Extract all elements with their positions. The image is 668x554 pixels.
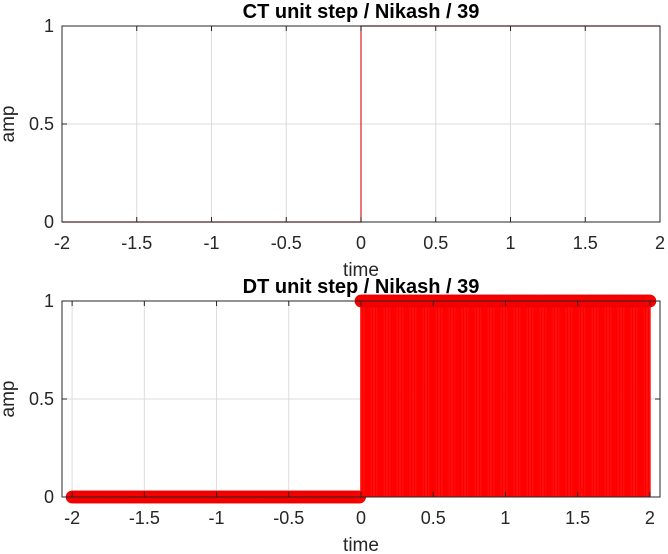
x-tick-label: -2: [54, 233, 70, 253]
x-tick-label: -0.5: [273, 508, 304, 528]
y-tick-label: 0: [44, 487, 54, 507]
ct-title: CT unit step / Nikash / 39: [243, 1, 480, 23]
x-tick-label: -2: [64, 508, 80, 528]
dt-chart: -2 -1.5 -1 -0.5 0 0.5 1 1.5 2 0 0.5 1 DT unit step …: [0, 276, 661, 554]
y-tick-label: 1: [44, 291, 54, 311]
x-tick-label: -1: [203, 233, 219, 253]
x-tick-label: -0.5: [271, 233, 302, 253]
x-tick-label: 1.5: [565, 508, 590, 528]
x-tick-label: 2: [655, 233, 665, 253]
y-tick-label: 0: [44, 212, 54, 232]
x-tick-label: 0: [356, 233, 366, 253]
y-tick-label: 0.5: [29, 389, 54, 409]
dt-xlabel: time: [343, 535, 379, 554]
x-tick-label: 0: [356, 508, 366, 528]
x-tick-label: -1.5: [129, 508, 160, 528]
ct-ticks: -2 -1.5 -1 -0.5 0 0.5 1 1.5 2 0 0.5 1: [29, 16, 665, 253]
x-tick-label: 1: [500, 508, 510, 528]
dt-ylabel: amp: [0, 381, 19, 418]
y-tick-label: 1: [44, 16, 54, 36]
dt-ticks: -2 -1.5 -1 -0.5 0 0.5 1 1.5 2 0 0.5 1: [29, 291, 660, 528]
x-tick-label: 0.5: [423, 233, 448, 253]
x-tick-label: -1.5: [121, 233, 152, 253]
x-tick-label: -1: [209, 508, 225, 528]
x-tick-label: 2: [645, 508, 655, 528]
x-tick-label: 1.5: [573, 233, 598, 253]
ct-chart: -2 -1.5 -1 -0.5 0 0.5 1 1.5 2 0 0.5 1 CT unit step …: [0, 1, 665, 281]
ct-ylabel: amp: [0, 106, 19, 143]
x-tick-label: 0.5: [421, 508, 446, 528]
ct-xlabel: time: [343, 260, 379, 281]
y-tick-label: 0.5: [29, 114, 54, 134]
dt-title: DT unit step / Nikash / 39: [243, 276, 480, 298]
x-tick-label: 1: [505, 233, 515, 253]
